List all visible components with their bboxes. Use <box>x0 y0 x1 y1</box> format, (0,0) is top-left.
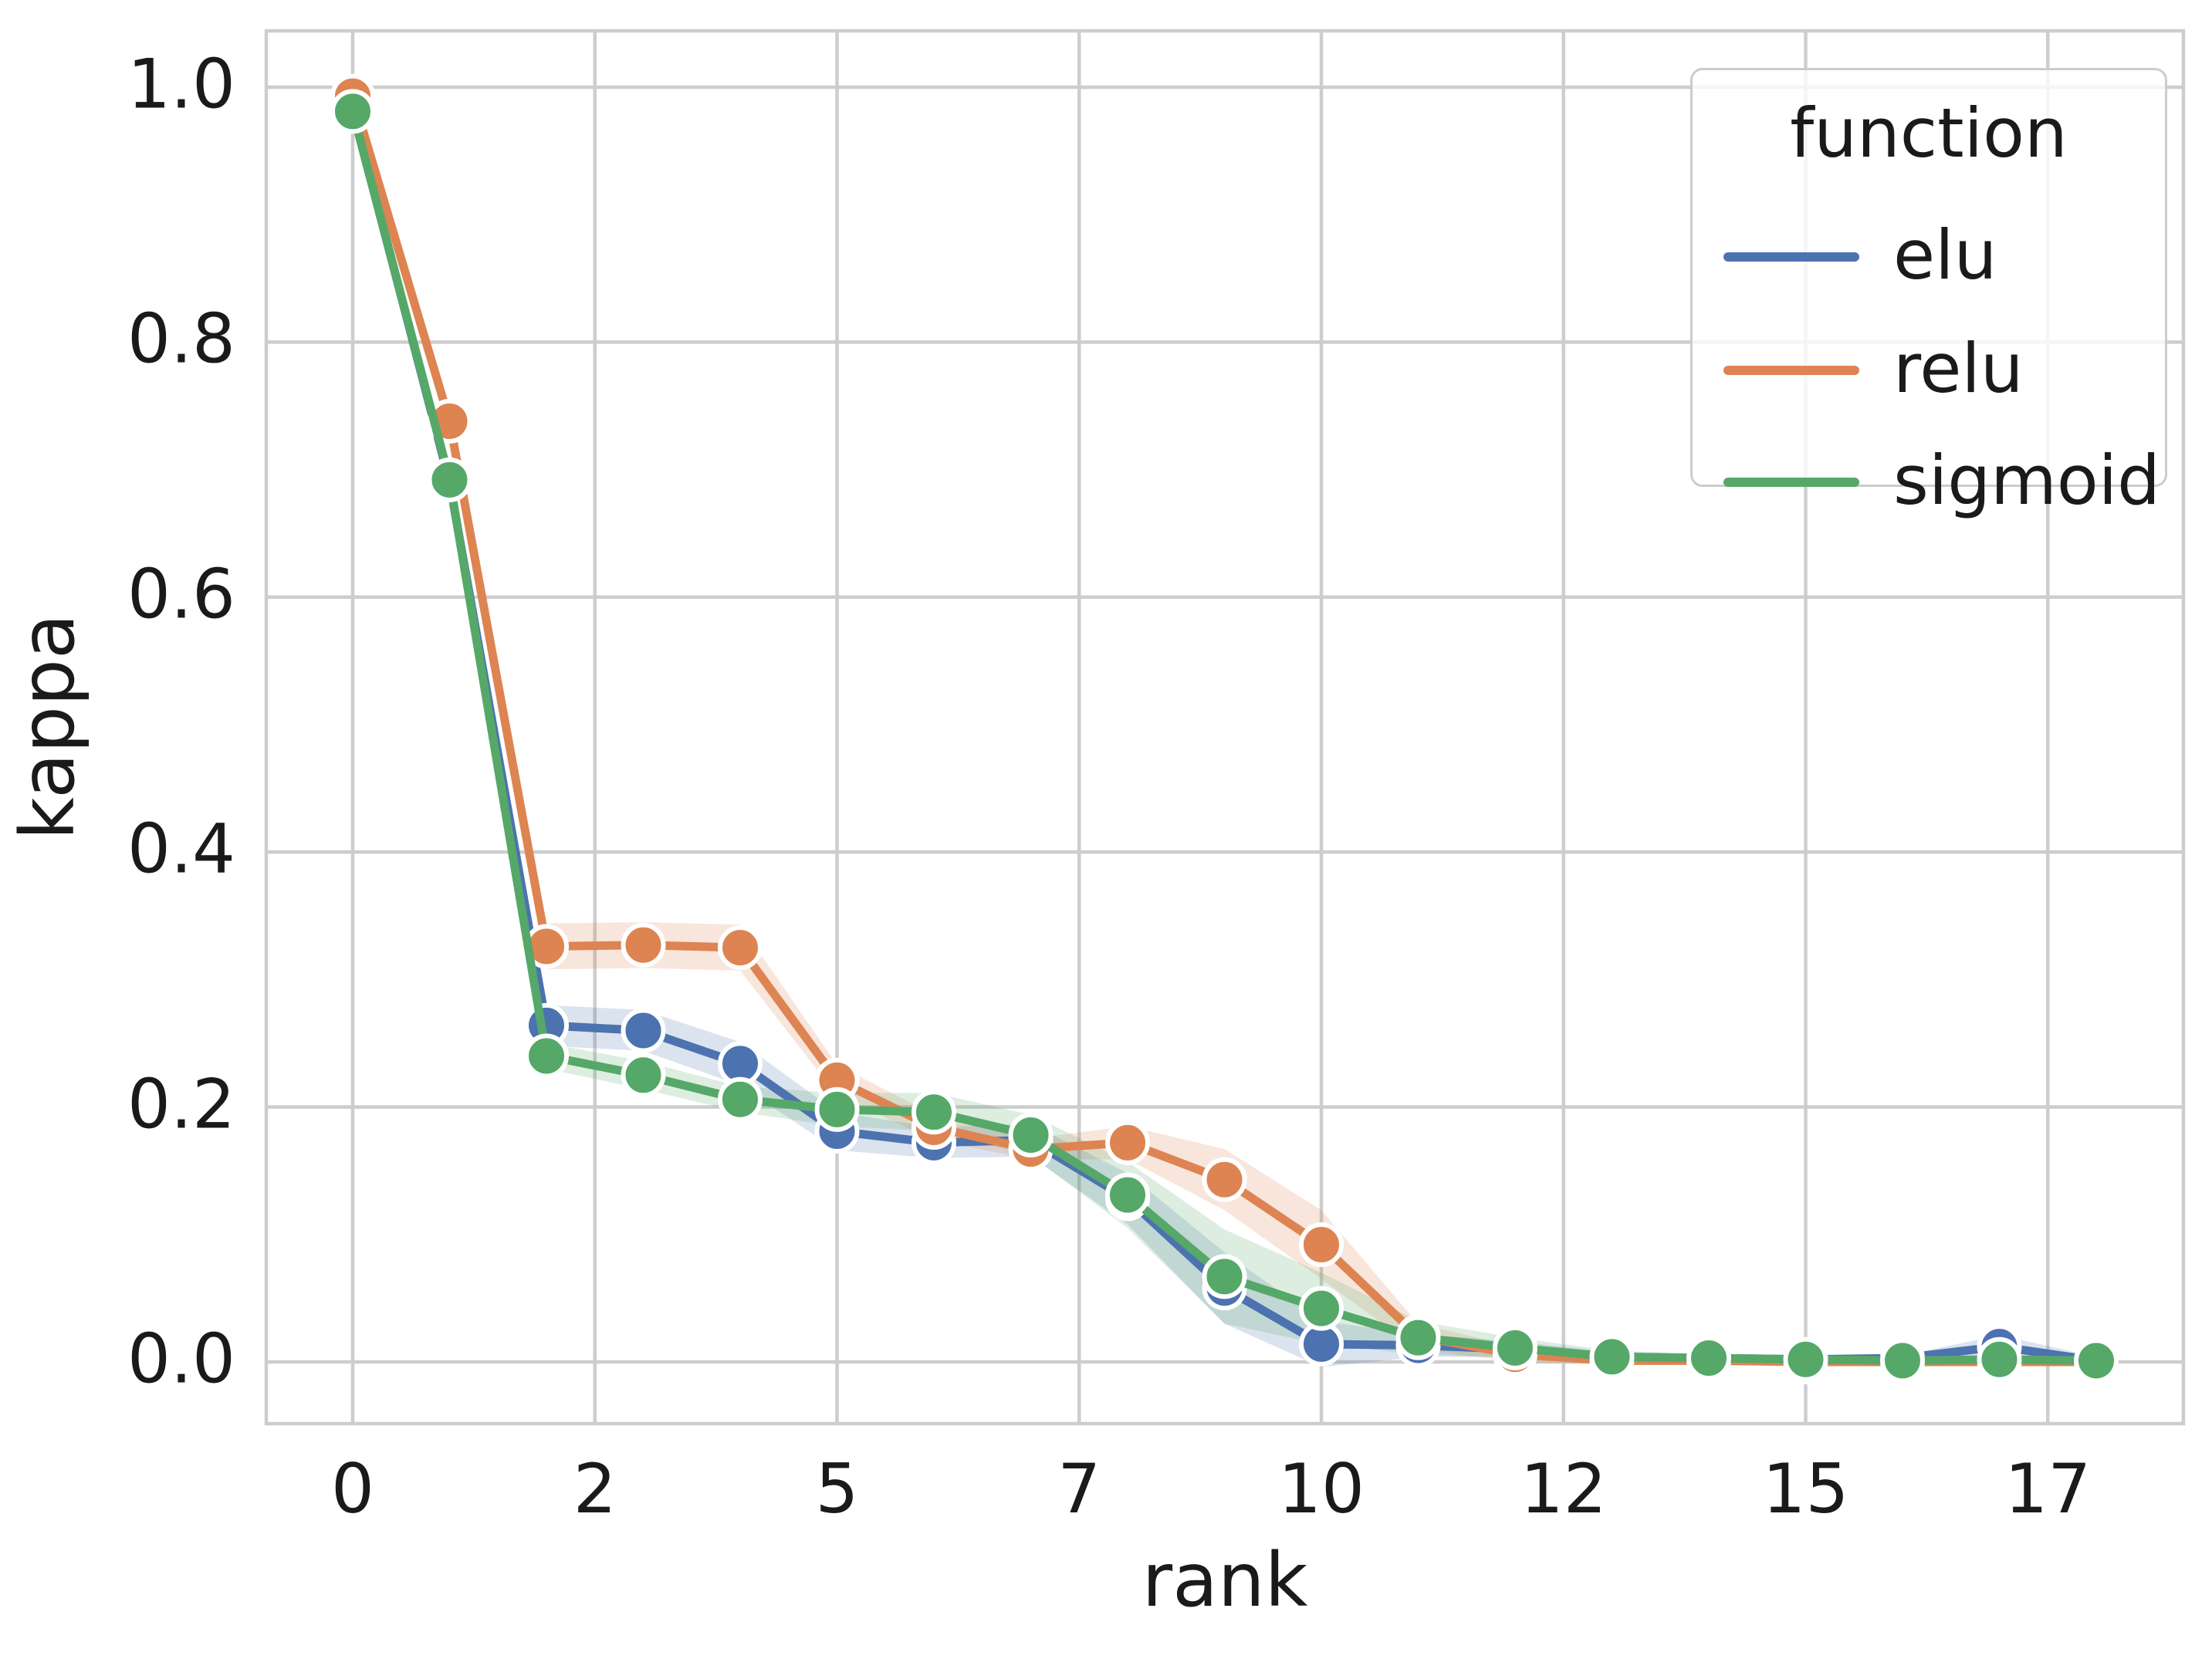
sigmoid-marker <box>330 89 375 134</box>
legend-title: function <box>1790 93 2068 173</box>
sigmoid-marker <box>427 457 472 502</box>
sigmoid-marker <box>1686 1336 1731 1381</box>
x-tick-label: 12 <box>1520 1449 1607 1529</box>
x-tick-label: 10 <box>1278 1449 1365 1529</box>
relu-marker <box>718 925 763 971</box>
y-tick-label: 1.0 <box>127 44 235 124</box>
sigmoid-marker <box>1880 1338 1925 1384</box>
y-tick-label: 0.4 <box>127 809 235 889</box>
y-tick-label: 0.6 <box>127 554 235 634</box>
relu-marker <box>1299 1222 1344 1268</box>
y-tick-label: 0.0 <box>127 1319 235 1399</box>
sigmoid-marker <box>1202 1254 1247 1299</box>
sigmoid-marker <box>524 1033 569 1079</box>
x-tick-label: 17 <box>2004 1449 2092 1529</box>
legend: function elu relu sigmoid <box>1690 68 2167 515</box>
relu-marker <box>1105 1120 1150 1165</box>
legend-label-relu: relu <box>1893 329 2024 409</box>
legend-label-sigmoid: sigmoid <box>1893 441 2161 521</box>
sigmoid-marker <box>1589 1334 1635 1380</box>
sigmoid-marker <box>1299 1286 1344 1331</box>
y-tick-label: 0.8 <box>127 299 235 379</box>
elu-line-swatch-icon <box>1723 252 1859 262</box>
sigmoid-marker <box>1008 1112 1054 1157</box>
relu-marker <box>621 922 666 968</box>
relu-line-swatch-icon <box>1723 366 1859 375</box>
sigmoid-marker <box>1783 1336 1828 1382</box>
axes-spines <box>264 29 2186 1426</box>
x-tick-label: 7 <box>1057 1449 1101 1529</box>
sigmoid-marker <box>1395 1315 1441 1360</box>
y-tick-label: 0.2 <box>127 1064 235 1144</box>
x-axis-title: rank <box>1142 1537 1308 1624</box>
sigmoid-marker <box>621 1053 666 1098</box>
sigmoid-marker <box>912 1090 956 1135</box>
elu-marker <box>621 1008 666 1053</box>
y-axis-title: kappa <box>5 613 91 840</box>
sigmoid-marker <box>2074 1338 2119 1384</box>
sigmoid-marker <box>718 1076 763 1122</box>
x-tick-label: 0 <box>331 1449 374 1529</box>
sigmoid-marker <box>1977 1336 2022 1382</box>
sigmoid-marker <box>814 1086 860 1132</box>
x-tick-label: 15 <box>1762 1449 1849 1529</box>
sigmoid-marker <box>1105 1172 1150 1218</box>
x-tick-label: 2 <box>573 1449 617 1529</box>
x-tick-label: 5 <box>815 1449 859 1529</box>
legend-label-elu: elu <box>1893 215 1997 296</box>
sigmoid-marker <box>1493 1325 1537 1370</box>
relu-marker <box>1202 1157 1247 1202</box>
sigmoid-line-swatch-icon <box>1723 478 1859 487</box>
